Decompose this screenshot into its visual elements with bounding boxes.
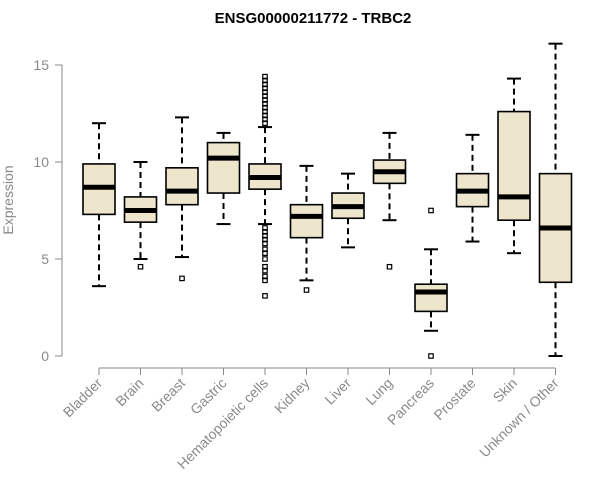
- x-tick-label: Prostate: [430, 375, 478, 423]
- y-tick-label: 0: [41, 348, 49, 364]
- box-group-breast: [165, 116, 199, 282]
- x-tick-label: Bladder: [60, 375, 106, 421]
- box-group-kidney: [289, 164, 324, 293]
- box-group-lung: [372, 131, 407, 270]
- iqr-box: [289, 203, 324, 239]
- plot-area: [82, 42, 573, 359]
- box-group-pancreas: [414, 207, 448, 359]
- outlier-point: [262, 263, 268, 270]
- box-group-bladder: [82, 122, 116, 288]
- chart-title: ENSG00000211772 - TRBC2: [215, 10, 412, 27]
- iqr-box: [206, 141, 241, 194]
- outlier-point: [262, 273, 268, 280]
- outlier-point: [303, 287, 310, 293]
- outlier-point: [262, 293, 268, 299]
- x-tick-label: Brain: [112, 375, 146, 409]
- y-axis-label: Expression: [0, 165, 16, 234]
- outlier-point: [428, 353, 434, 359]
- outlier-point: [262, 73, 268, 80]
- outlier-point: [262, 256, 268, 262]
- x-tick-label: Lung: [362, 375, 395, 408]
- iqr-box: [165, 167, 199, 206]
- box-group-brain: [123, 161, 158, 270]
- box-group-hematopoietic-cells: [248, 73, 282, 299]
- box-group-prostate: [455, 133, 490, 243]
- outlier-point: [179, 275, 185, 282]
- box-group-liver: [331, 172, 365, 249]
- x-tick-label: Liver: [321, 375, 354, 408]
- box-group-skin: [497, 77, 531, 255]
- y-tick-label: 15: [33, 57, 49, 73]
- y-axis: 0 5 10 15: [33, 57, 63, 364]
- iqr-box: [414, 283, 448, 313]
- y-tick-label: 5: [41, 251, 49, 267]
- outlier-point: [386, 263, 393, 270]
- x-tick-label: Unknown / Other: [476, 375, 562, 461]
- outlier-point: [137, 263, 144, 270]
- x-tick-label: Breast: [148, 375, 188, 415]
- outlier-point: [262, 225, 268, 231]
- outlier-point: [262, 246, 268, 253]
- box-group-gastric: [206, 131, 241, 226]
- y-tick-label: 10: [33, 154, 49, 170]
- x-tick-label: Skin: [490, 375, 521, 406]
- x-tick-label: Kidney: [271, 375, 313, 417]
- outlier-point: [428, 207, 434, 214]
- iqr-box: [497, 110, 531, 221]
- box-group-unknown-other: [538, 42, 573, 357]
